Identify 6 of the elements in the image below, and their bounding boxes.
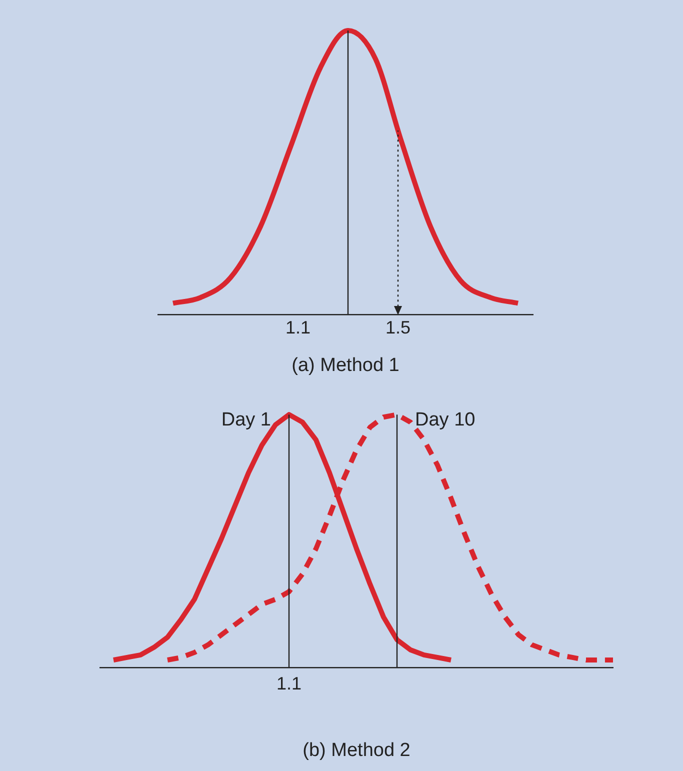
text: 1.1 [276, 674, 302, 694]
series-label: Day 10 [415, 409, 476, 430]
x-tick-label: 1.5 [385, 317, 411, 338]
x-axis-title: (b) Method 2 [302, 740, 410, 761]
x-axis-title: (a) Method 1 [292, 354, 400, 376]
series-label: Day 1 [221, 409, 271, 430]
